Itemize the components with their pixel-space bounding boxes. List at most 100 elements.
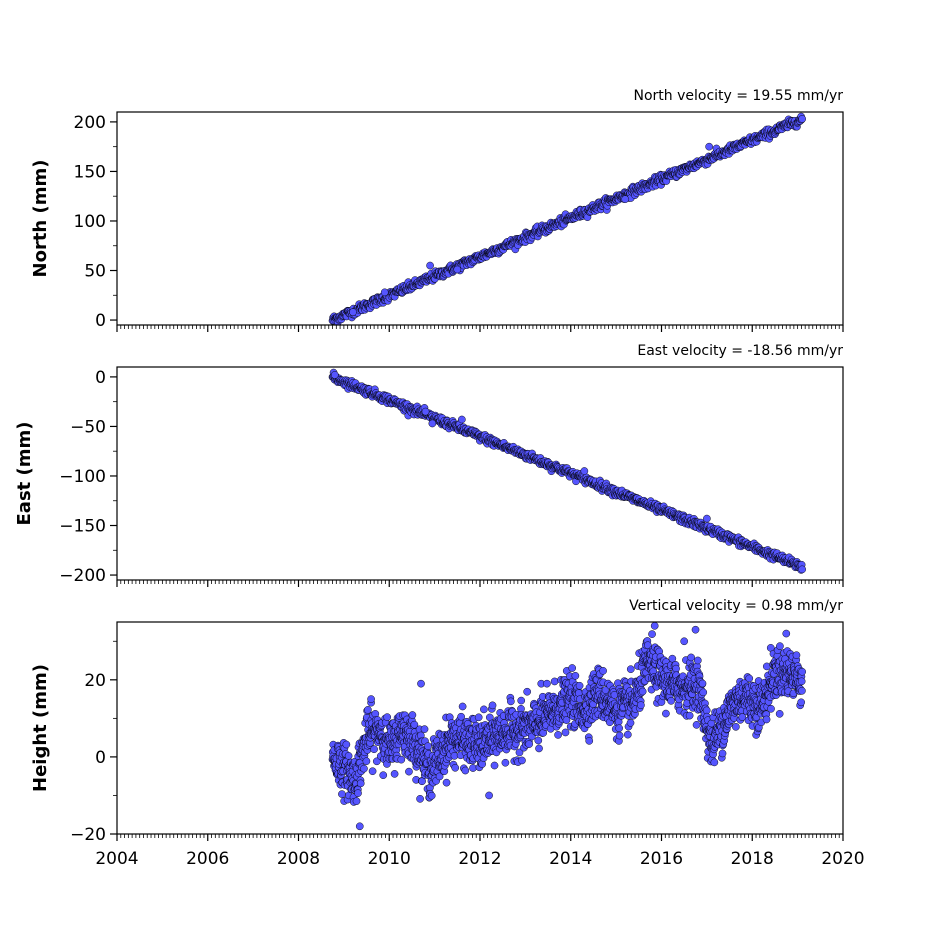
data-point — [518, 756, 526, 765]
data-point — [474, 713, 483, 722]
y-tick-label: −20 — [70, 825, 106, 845]
east-axis-label: East (mm) — [14, 422, 35, 526]
data-point — [798, 115, 806, 123]
east-panel: 0 −50 −100 −150 −200 East (mm) East velocity =… — [14, 343, 844, 587]
data-point — [571, 671, 580, 680]
data-point — [699, 688, 708, 697]
data-point — [691, 625, 700, 634]
data-point — [501, 758, 510, 767]
data-point — [554, 731, 562, 739]
y-tick-label: −100 — [59, 467, 106, 487]
data-point — [738, 713, 747, 721]
data-point — [416, 795, 424, 803]
data-point — [693, 656, 702, 665]
north-points — [328, 112, 806, 325]
y-tick-label: 200 — [74, 113, 106, 133]
data-point — [698, 679, 707, 688]
data-point — [667, 697, 675, 705]
data-point — [703, 514, 711, 523]
data-point — [507, 697, 515, 706]
data-point — [458, 415, 466, 424]
data-point — [692, 721, 701, 729]
data-point — [379, 771, 388, 779]
data-point — [798, 687, 806, 695]
data-point — [368, 767, 377, 776]
data-point — [775, 710, 784, 718]
data-point — [705, 142, 713, 151]
data-point — [330, 371, 339, 379]
data-point — [485, 791, 493, 800]
data-point — [390, 770, 399, 778]
x-tick-label: 2016 — [640, 849, 683, 869]
x-tick-label: 2020 — [821, 849, 864, 869]
data-point — [535, 744, 543, 753]
x-tick-label: 2006 — [186, 849, 229, 869]
data-point — [732, 723, 740, 731]
data-point — [599, 667, 607, 675]
data-point — [488, 701, 497, 710]
data-point — [580, 467, 589, 475]
data-point — [408, 711, 417, 719]
data-point — [534, 736, 543, 745]
data-point — [349, 308, 357, 316]
height-points — [328, 622, 806, 831]
data-point — [417, 679, 425, 688]
y-tick-label: 100 — [74, 212, 106, 232]
height-axis-label: Height (mm) — [30, 664, 51, 792]
data-point — [710, 758, 719, 767]
north-axis-label: North (mm) — [30, 160, 51, 278]
data-point — [621, 195, 630, 204]
x-tick-label: 2008 — [277, 849, 320, 869]
x-tick-label: 2004 — [95, 849, 138, 869]
y-tick-label: 0 — [95, 748, 106, 768]
data-point — [410, 720, 419, 729]
data-point — [515, 748, 524, 757]
data-point — [420, 725, 429, 733]
data-point — [480, 705, 488, 714]
east-points — [328, 368, 806, 574]
data-point — [792, 651, 801, 660]
y-tick-label: −200 — [59, 566, 106, 586]
data-point — [469, 764, 477, 772]
data-point — [762, 715, 771, 724]
data-point — [372, 757, 381, 766]
data-point — [626, 665, 635, 674]
data-point — [457, 712, 465, 721]
data-point — [342, 740, 351, 749]
data-point — [344, 752, 353, 760]
data-point — [352, 797, 361, 805]
east-velocity-title: East velocity = -18.56 mm/yr — [637, 343, 843, 359]
data-point — [615, 731, 624, 740]
data-point — [364, 706, 372, 714]
east-axes-frame — [116, 366, 844, 581]
data-point — [561, 728, 570, 737]
y-tick-label: 20 — [84, 671, 106, 691]
data-point — [668, 654, 677, 663]
data-point — [650, 622, 659, 630]
height-velocity-title: Vertical velocity = 0.98 mm/yr — [629, 598, 843, 614]
data-point — [424, 742, 432, 750]
data-point — [585, 737, 594, 745]
data-point — [550, 677, 559, 686]
data-point — [442, 778, 451, 787]
data-point — [453, 265, 462, 274]
data-point — [490, 761, 499, 770]
data-point — [397, 755, 406, 764]
north-panel: 0 50 100 150 200 North (mm) North velocity = 1… — [30, 88, 844, 332]
y-tick-label: −50 — [70, 417, 106, 437]
data-point — [383, 713, 392, 721]
data-point — [405, 767, 413, 776]
data-point — [543, 679, 551, 688]
data-point — [745, 674, 754, 683]
data-point — [428, 419, 437, 428]
data-point — [637, 701, 645, 709]
data-point — [648, 630, 656, 638]
data-point — [421, 407, 430, 416]
data-point — [517, 696, 526, 705]
data-point — [355, 822, 364, 831]
y-tick-label: 50 — [84, 262, 106, 282]
data-point — [360, 764, 368, 773]
data-point — [718, 749, 727, 758]
x-tick-label: 2014 — [549, 849, 592, 869]
